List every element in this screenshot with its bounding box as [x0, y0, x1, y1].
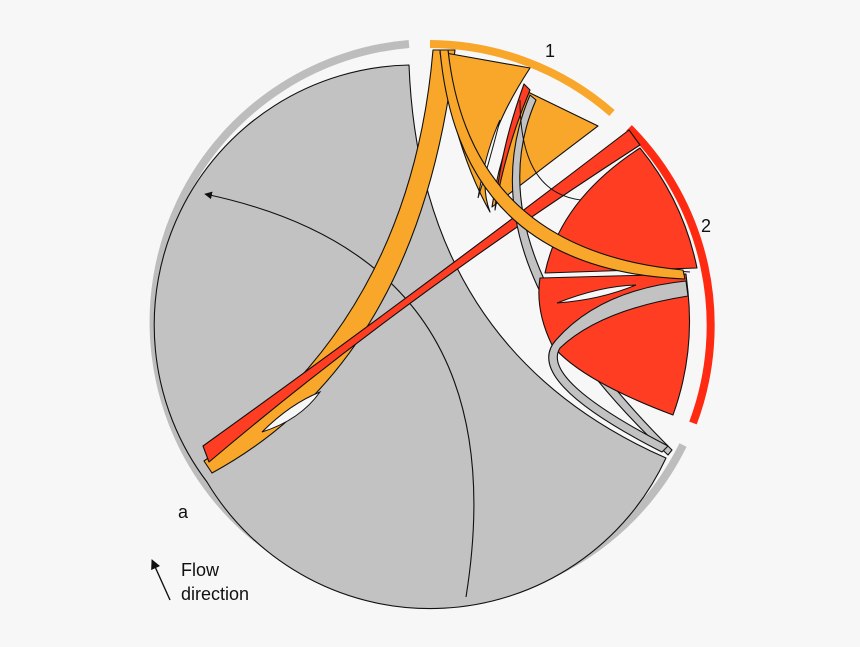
arrow-up-left-icon — [151, 559, 171, 601]
ribbon-2-to-2-b — [538, 273, 691, 416]
segment-label-2: 2 — [701, 216, 711, 236]
segment-ring-1 — [429, 40, 615, 117]
legend-line-2: direction — [181, 584, 249, 604]
ribbon-1-to-2 — [439, 49, 686, 280]
flow-direction-legend: Flow direction — [151, 559, 249, 604]
flow-arc-arrow — [204, 191, 475, 598]
ribbon-2-to-a — [202, 129, 641, 463]
ribbon-gap-lens — [261, 390, 322, 433]
segment-label-1: 1 — [545, 41, 555, 61]
legend-line-1: Flow — [181, 560, 220, 580]
ribbon-a-to-a — [153, 64, 667, 610]
ribbon-a-to-2 — [548, 280, 689, 453]
segment-label-a: a — [178, 502, 189, 522]
segment-ring-2 — [626, 125, 715, 425]
ribbon-2-to-1-thin — [494, 83, 531, 211]
ribbon-1-to-a — [203, 49, 456, 474]
ribbon-2-to-2 — [544, 147, 698, 274]
ribbon-2-lens — [556, 284, 637, 304]
